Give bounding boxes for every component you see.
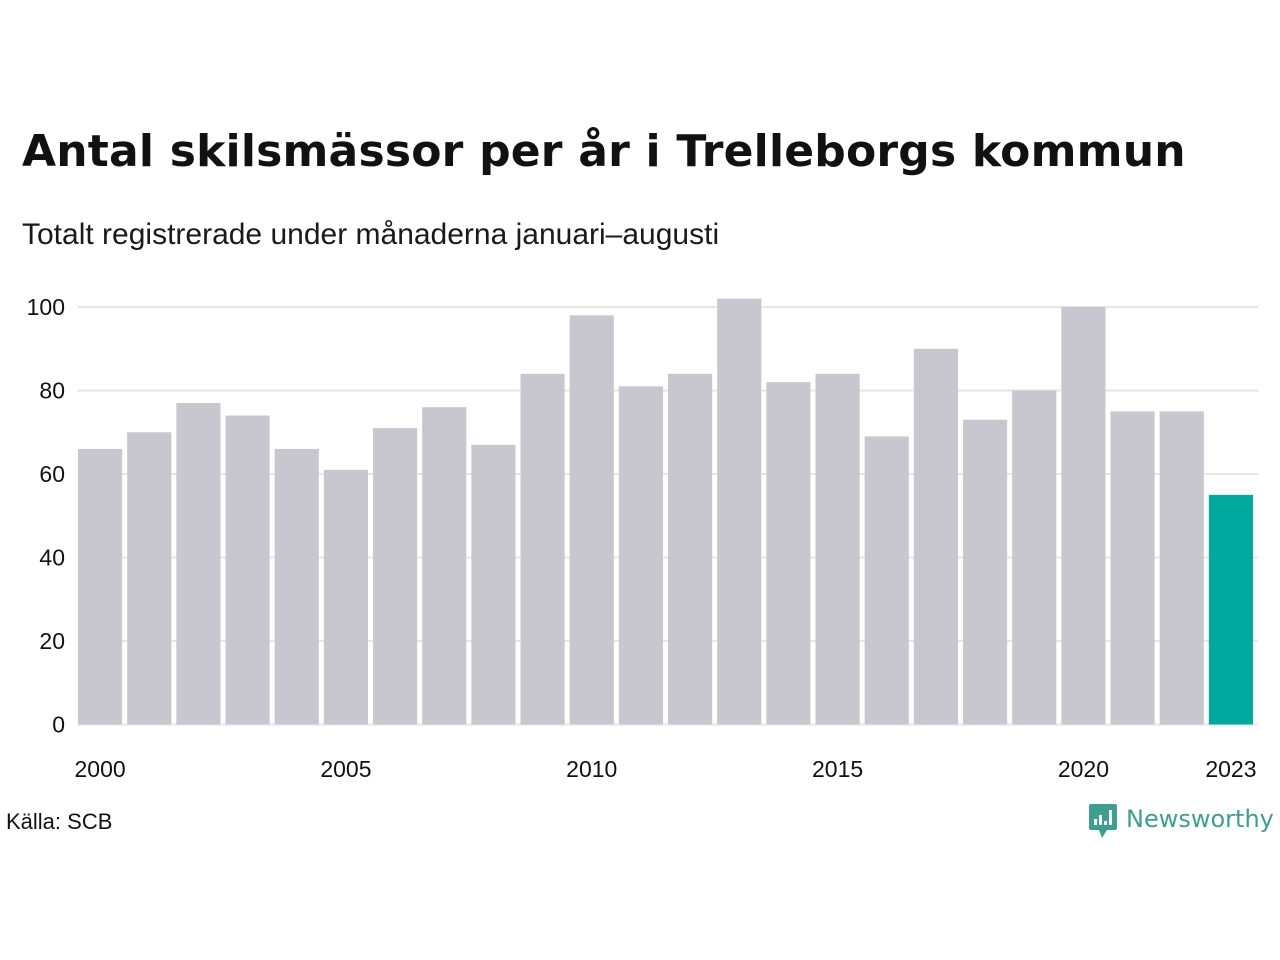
bar-2016	[864, 436, 909, 725]
bar-2008	[471, 444, 516, 725]
bar-2007	[422, 407, 467, 725]
brand-name: Newsworthy	[1126, 805, 1274, 833]
bar-2012	[668, 373, 713, 725]
bar-2000	[78, 448, 123, 725]
bar-2005	[323, 469, 368, 725]
bar-2003	[225, 415, 270, 725]
bar-2015	[815, 373, 860, 725]
bar-2018	[963, 419, 1008, 725]
source-note: Källa: SCB	[6, 809, 113, 834]
x-tick-label: 2000	[74, 756, 125, 782]
x-tick-label: 2010	[566, 756, 617, 782]
bar-2002	[176, 403, 221, 725]
y-tick-label: 20	[39, 628, 65, 654]
chart-subtitle: Totalt registrerade under månaderna janu…	[22, 218, 720, 251]
x-tick-label: 2015	[812, 756, 863, 782]
x-tick-label: 2005	[320, 756, 371, 782]
chart-title: Antal skilsmässor per år i Trelleborgs k…	[22, 126, 1186, 177]
x-tick-label: 2023	[1205, 756, 1256, 782]
x-axis-ticks: 2000 2005 2010 2015 2020 2023	[74, 756, 1256, 782]
bar-2014	[766, 382, 811, 725]
bar-2017	[913, 348, 958, 725]
bar-2022	[1159, 411, 1204, 725]
y-tick-label: 80	[39, 378, 65, 404]
y-tick-label: 60	[39, 461, 65, 487]
bars	[78, 298, 1253, 725]
bar-2009	[520, 373, 565, 725]
y-tick-label: 100	[27, 294, 65, 320]
bar-2004	[274, 448, 319, 725]
bar-2001	[127, 432, 172, 725]
bar-2020	[1061, 307, 1106, 725]
bar-2019	[1012, 390, 1057, 725]
bar-2021	[1110, 411, 1155, 725]
bar-2010	[569, 315, 614, 725]
x-tick-label: 2020	[1058, 756, 1109, 782]
brand-logo: Newsworthy	[1088, 803, 1274, 839]
y-tick-label: 0	[52, 712, 65, 738]
bar-2011	[618, 386, 663, 725]
y-tick-label: 40	[39, 545, 65, 571]
bar-2023	[1208, 494, 1253, 725]
y-axis-ticks: 0 20 40 60 80 100	[27, 294, 65, 738]
bar-2006	[373, 428, 418, 725]
newsworthy-logo-icon	[1089, 804, 1117, 838]
bar-2013	[717, 298, 762, 725]
